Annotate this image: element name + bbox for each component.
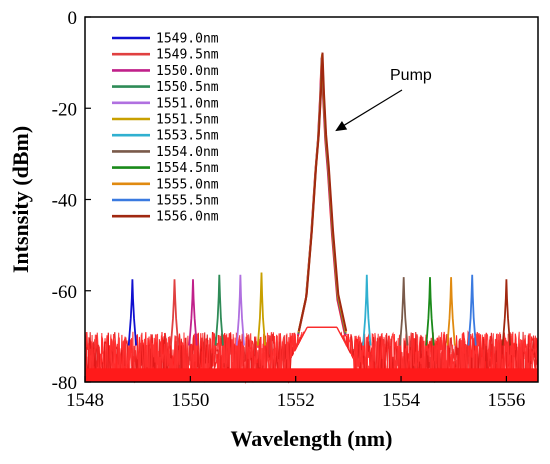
x-tick-label: 1554 — [382, 390, 421, 411]
series-layer — [127, 272, 511, 346]
series-peak — [425, 277, 435, 346]
series-peak — [127, 279, 137, 346]
legend-label: 1549.5nm — [156, 48, 219, 63]
legend-label: 1551.5nm — [156, 113, 219, 128]
x-tick-label: 1550 — [171, 390, 209, 411]
y-tick-label: -80 — [52, 373, 77, 394]
y-tick-label: 0 — [68, 8, 78, 29]
series-peak — [501, 279, 511, 346]
legend-label: 1553.5nm — [156, 129, 219, 144]
noise-floor-layer — [84, 326, 539, 385]
y-tick-label: -40 — [52, 191, 77, 212]
legend-label: 1555.0nm — [156, 177, 219, 192]
pump-trace — [297, 52, 348, 332]
series-peak — [235, 274, 245, 346]
pump-annotation-label: Pump — [390, 67, 432, 84]
pump-arrow-shaft — [340, 89, 403, 128]
series-peak — [467, 274, 477, 346]
legend-label: 1556.0nm — [156, 210, 219, 225]
y-axis-title: Intsnsity (dBm) — [8, 126, 33, 273]
y-tick-label: -60 — [52, 282, 77, 303]
series-peak — [362, 274, 372, 346]
legend-label: 1554.5nm — [156, 161, 219, 176]
series-peak — [399, 277, 409, 346]
legend-label: 1549.0nm — [156, 32, 219, 47]
series-peak — [446, 277, 456, 346]
pump-annotation: Pump — [335, 67, 432, 132]
pump-arrow-head — [335, 121, 348, 132]
x-tick-label: 1552 — [277, 390, 315, 411]
series-peak — [214, 274, 224, 346]
tick-layer: 1548 1550 1552 1554 1556 0 -20 -40 -60 -80 — [52, 8, 526, 411]
legend-label: 1551.0nm — [156, 96, 219, 111]
series-peak — [188, 279, 198, 346]
legend-label: 1555.5nm — [156, 194, 219, 209]
x-tick-label: 1548 — [66, 390, 104, 411]
legend: 1549.0nm1549.5nm1550.0nm1550.5nm1551.0nm… — [112, 32, 219, 225]
series-peak — [170, 279, 180, 346]
pump-peak-layer — [296, 52, 348, 337]
y-tick-label: -20 — [52, 99, 77, 120]
legend-label: 1554.0nm — [156, 145, 219, 160]
legend-label: 1550.5nm — [156, 80, 219, 95]
legend-label: 1550.0nm — [156, 64, 219, 79]
series-peak — [256, 272, 266, 346]
x-tick-label: 1556 — [487, 390, 525, 411]
x-axis-title: Wavelength (nm) — [231, 426, 393, 451]
noise-band — [85, 368, 538, 382]
